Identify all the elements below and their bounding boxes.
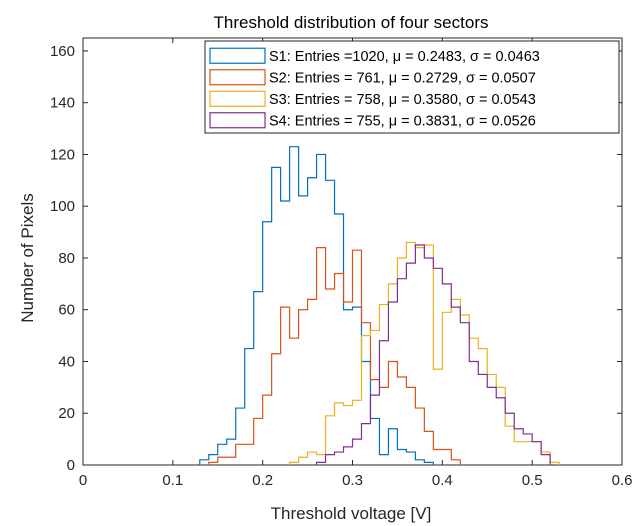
y-tick-label: 160 <box>50 43 75 60</box>
legend-entry-s1: S1: Entries =1020, μ = 0.2483, σ = 0.046… <box>269 49 540 65</box>
y-axis-label: Number of Pixels <box>18 193 37 322</box>
x-tick-label: 0.1 <box>162 472 183 489</box>
x-tick-label: 0.5 <box>522 472 543 489</box>
x-tick-label: 0 <box>79 472 87 489</box>
series-line-s2 <box>208 247 461 465</box>
y-tick-label: 140 <box>50 95 75 112</box>
series-line-s3 <box>289 241 560 465</box>
legend-swatch-s2 <box>209 69 266 86</box>
legend-swatch-s1 <box>209 47 266 64</box>
x-axis-label: Threshold voltage [V] <box>271 504 432 523</box>
x-tick-label: 0.2 <box>252 472 273 489</box>
legend-swatch-s4 <box>209 112 266 129</box>
legend-entry-s3: S3: Entries = 758, μ = 0.3580, σ = 0.054… <box>269 92 536 108</box>
y-tick-label: 40 <box>58 353 75 370</box>
legend-entry-s4: S4: Entries = 755, μ = 0.3831, σ = 0.052… <box>269 113 536 129</box>
x-tick-label: 0.4 <box>432 472 453 489</box>
y-tick-label: 120 <box>50 146 75 163</box>
legend-swatch-s3 <box>209 90 266 107</box>
axis-ticks: 0 0.1 0.2 0.3 0.4 0.5 0.6 0 20 40 60 80 100 120 140 160 <box>50 38 632 489</box>
legend-box <box>204 40 620 134</box>
y-tick-label: 60 <box>58 302 75 319</box>
y-tick-label: 20 <box>58 405 75 422</box>
series-line-s4 <box>315 244 551 465</box>
x-tick-label: 0.6 <box>612 472 633 489</box>
series-line-s1 <box>199 146 434 465</box>
y-tick-label: 0 <box>67 457 75 474</box>
y-tick-label: 100 <box>50 198 75 215</box>
legend-entry-s2: S2: Entries = 761, μ = 0.2729, σ = 0.050… <box>269 70 536 86</box>
chart-title: Threshold distribution of four sectors <box>214 13 489 32</box>
y-tick-label: 80 <box>58 250 75 267</box>
legend: S1: Entries =1020, μ = 0.2483, σ = 0.046… <box>204 40 620 134</box>
x-tick-label: 0.3 <box>342 472 363 489</box>
